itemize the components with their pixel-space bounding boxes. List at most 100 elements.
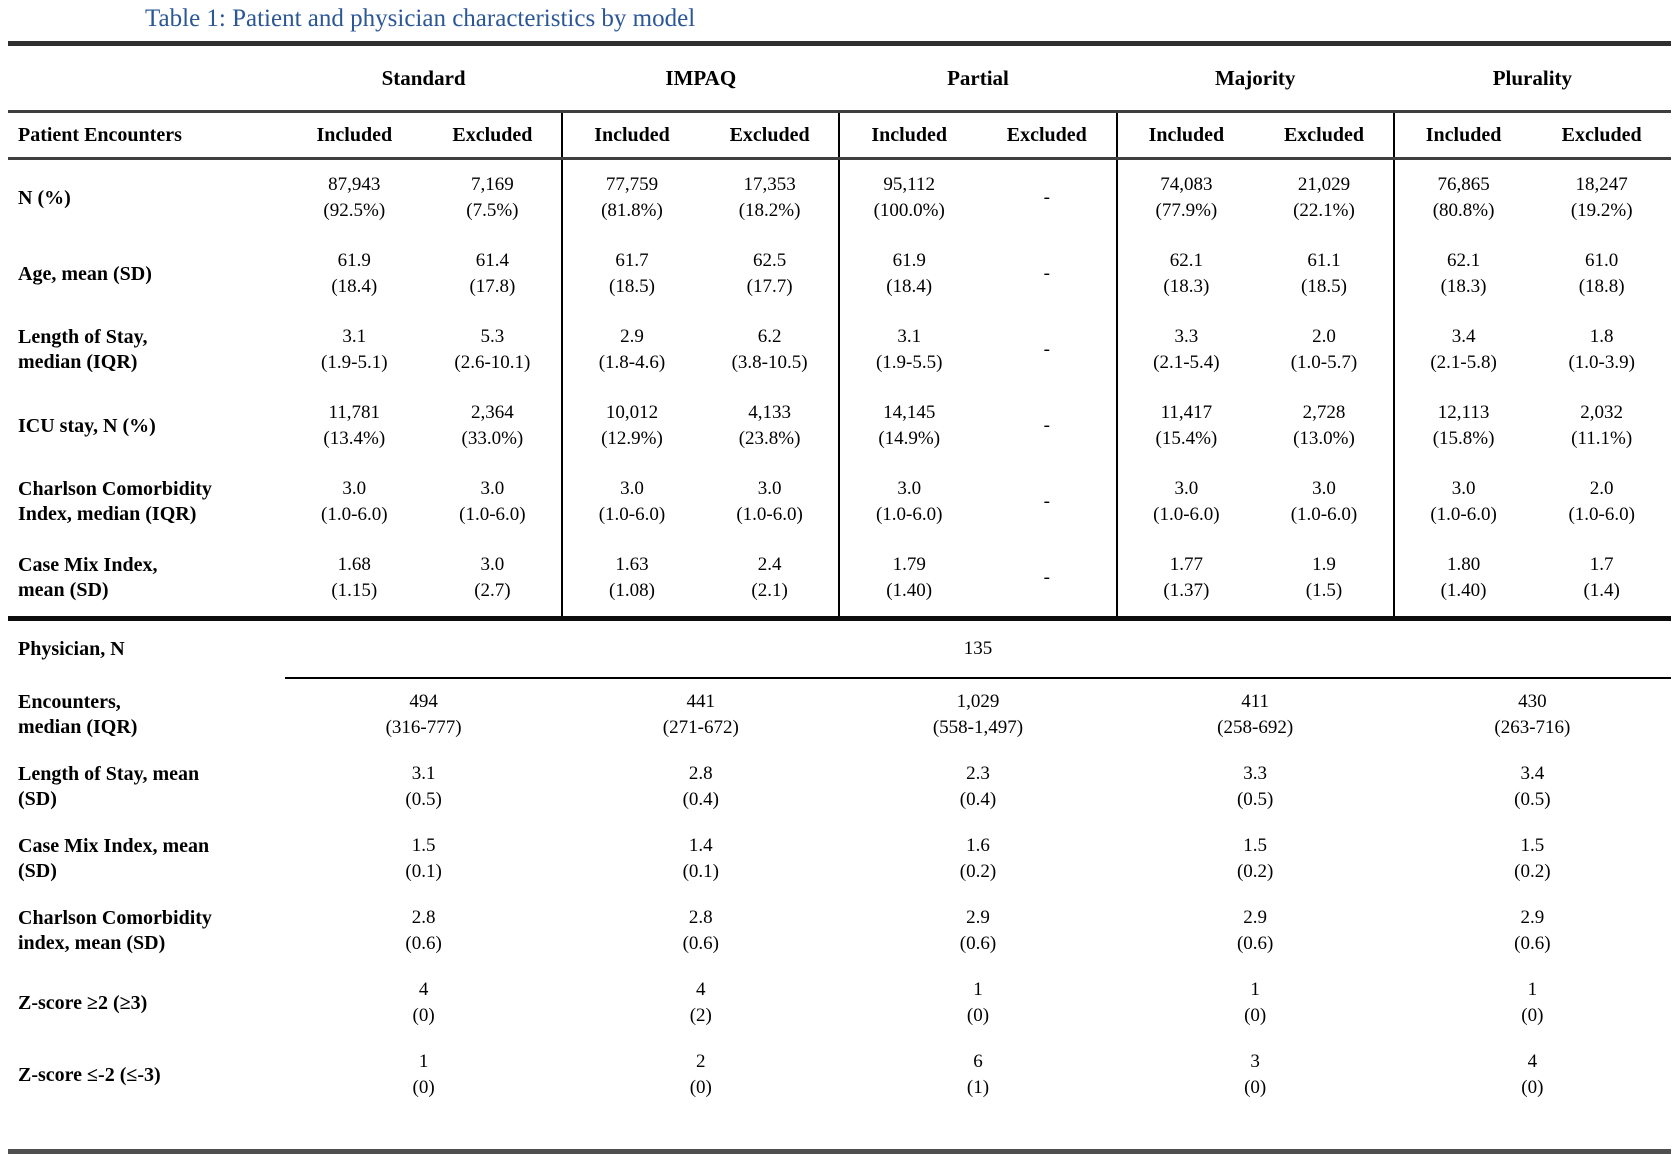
included-header: Included: [561, 110, 701, 160]
page: Table 1: Patient and physician character…: [0, 4, 1679, 1154]
data-cell: -: [1043, 491, 1050, 512]
included-header: Included: [1392, 110, 1533, 160]
data-cell: 411 (258-692): [1217, 691, 1294, 738]
physician-row-charlson: Charlson Comorbidity index, mean (SD) 2.…: [8, 895, 1671, 967]
row-label: N (%): [18, 186, 71, 209]
data-cell: 61.1 (18.5): [1301, 250, 1347, 297]
data-cell: 1 (0): [285, 1039, 563, 1154]
physician-n-value: 135: [285, 618, 1671, 679]
data-cell: 2,364 (33.0%): [461, 402, 524, 449]
row-label: Charlson Comorbidity Index, median (IQR): [18, 478, 212, 525]
data-cell: 4 (0): [1393, 1039, 1671, 1154]
characteristics-table: Standard IMPAQ Partial Majority Pluralit…: [8, 41, 1671, 1154]
data-cell: 1,029 (558-1,497): [932, 691, 1024, 738]
data-cell: 1.9 (1.5): [1255, 540, 1394, 621]
data-cell: 1.5 (0.2): [1236, 835, 1274, 882]
data-cell: 3.0 (1.0-6.0): [321, 478, 388, 525]
data-cell: 2.8 (0.4): [682, 763, 719, 810]
patient-row-cmi: Case Mix Index, mean (SD) 1.68 (1.15) 3.…: [8, 540, 1671, 621]
data-cell: 1.63 (1.08): [561, 540, 701, 621]
data-cell: 3.0 (1.0-6.0): [1290, 478, 1358, 525]
data-cell: 3.0 (1.0-6.0): [459, 478, 526, 525]
excluded-header: Excluded: [1532, 110, 1671, 160]
data-cell: 3.4 (2.1-5.8): [1392, 312, 1533, 388]
data-cell: 61.7 (18.5): [561, 236, 701, 312]
data-cell: -: [1043, 263, 1050, 284]
data-cell: 1.79 (1.40): [838, 540, 978, 621]
data-cell: 87,943 (92.5%): [323, 174, 386, 221]
data-cell: 1.6 (0.2): [959, 835, 997, 882]
data-cell: 2,032 (11.1%): [1571, 402, 1633, 449]
data-cell: 2.4 (2.1): [700, 540, 840, 621]
data-cell: 76,865 (80.8%): [1392, 158, 1533, 236]
data-cell: 1.5 (0.2): [1514, 835, 1551, 882]
data-cell: 3.0 (1.0-6.0): [1115, 464, 1256, 540]
data-cell: 11,781 (13.4%): [323, 402, 386, 449]
data-cell: -: [1043, 339, 1050, 360]
data-cell: 1.68 (1.15): [285, 540, 424, 621]
excluded-header: Excluded: [423, 110, 563, 160]
row-label: ICU stay, N (%): [18, 414, 156, 437]
data-cell: 62.5 (17.7): [746, 250, 793, 297]
table-title: Table 1: Patient and physician character…: [145, 5, 696, 32]
data-cell: 3 (0): [1116, 1039, 1394, 1154]
data-cell: 3.4 (0.5): [1514, 763, 1551, 810]
row-label: Age, mean (SD): [18, 262, 152, 285]
row-label: Case Mix Index, mean (SD): [8, 540, 285, 621]
data-cell: 1.80 (1.40): [1392, 540, 1533, 621]
data-cell: 2 (0): [562, 1039, 840, 1154]
model-header-majority: Majority: [1116, 41, 1394, 112]
model-header-partial: Partial: [839, 41, 1117, 112]
row-label: Case Mix Index, mean (SD): [18, 835, 210, 882]
included-header: Included: [838, 110, 978, 160]
data-cell: 2.9 (0.6): [1514, 907, 1551, 954]
data-cell: 494 (316-777): [385, 691, 462, 738]
data-cell: 10,012 (12.9%): [561, 388, 701, 464]
data-cell: 1.77 (1.37): [1115, 540, 1256, 621]
data-cell: 2,728 (13.0%): [1293, 402, 1355, 449]
row-label: Z-score ≤-2 (≤-3): [8, 1039, 285, 1154]
model-header-plurality: Plurality: [1393, 41, 1671, 112]
row-label: Encounters, median (IQR): [18, 690, 138, 738]
data-cell: 1.8 (1.0-3.9): [1568, 326, 1635, 373]
data-cell: 74,083 (77.9%): [1115, 158, 1256, 236]
data-cell: 1.5 (0.1): [405, 835, 442, 882]
data-cell: -: [1043, 415, 1050, 436]
data-cell: 62.1 (18.3): [1115, 236, 1256, 312]
data-cell: 3.0 (2.7): [423, 540, 563, 621]
data-cell: 3.1 (1.9-5.1): [321, 326, 388, 373]
excluded-header: Excluded: [977, 110, 1117, 160]
model-header-impaq: IMPAQ: [562, 41, 840, 112]
data-cell: 2.9 (1.8-4.6): [561, 312, 701, 388]
patient-row-n: N (%) 87,943 (92.5%) 7,169 (7.5%) 77,759…: [8, 158, 1671, 236]
physician-row-zscore-high: Z-score ≥2 (≥3) 4 (0) 4 (2) 1 (0) 1 (0) …: [8, 967, 1671, 1039]
data-cell: -: [977, 540, 1117, 621]
data-cell: 3.0 (1.0-6.0): [1392, 464, 1533, 540]
data-cell: 4 (0): [412, 979, 435, 1026]
data-cell: 1 (0): [1244, 979, 1267, 1026]
data-cell: 3.1 (0.5): [405, 763, 442, 810]
patient-row-icu: ICU stay, N (%) 11,781 (13.4%) 2,364 (33…: [8, 388, 1671, 464]
data-cell: 61.0 (18.8): [1578, 250, 1625, 297]
row-label: Physician, N: [18, 638, 125, 660]
data-cell: 2.9 (0.6): [959, 907, 997, 954]
data-cell: 2.0 (1.0-6.0): [1568, 478, 1635, 525]
physician-row-zscore-low: Z-score ≤-2 (≤-3) 1 (0) 2 (0) 6 (1) 3 (0…: [8, 1039, 1671, 1154]
data-cell: 4,133 (23.8%): [738, 402, 801, 449]
patient-row-age: Age, mean (SD) 61.9 (18.4) 61.4 (17.8) 6…: [8, 236, 1671, 312]
data-cell: 2.0 (1.0-5.7): [1290, 326, 1358, 373]
column-header-row: Patient Encounters Included Excluded Inc…: [8, 110, 1671, 160]
data-cell: 4 (2): [689, 979, 712, 1026]
data-cell: 1 (0): [966, 979, 990, 1026]
included-header: Included: [1115, 110, 1256, 160]
data-cell: 12,113 (15.8%): [1392, 388, 1533, 464]
data-cell: 441 (271-672): [662, 691, 739, 738]
data-cell: 17,353 (18.2%): [738, 174, 801, 221]
patient-row-los: Length of Stay, median (IQR) 3.1 (1.9-5.…: [8, 312, 1671, 388]
data-cell: 3.0 (1.0-6.0): [561, 464, 701, 540]
excluded-header: Excluded: [700, 110, 840, 160]
data-cell: 61.9 (18.4): [331, 250, 378, 297]
data-cell: 2.9 (0.6): [1236, 907, 1274, 954]
data-cell: 95,112 (100.0%): [838, 158, 978, 236]
physician-row-encounters: Encounters, median (IQR) 494 (316-777) 4…: [8, 678, 1671, 751]
